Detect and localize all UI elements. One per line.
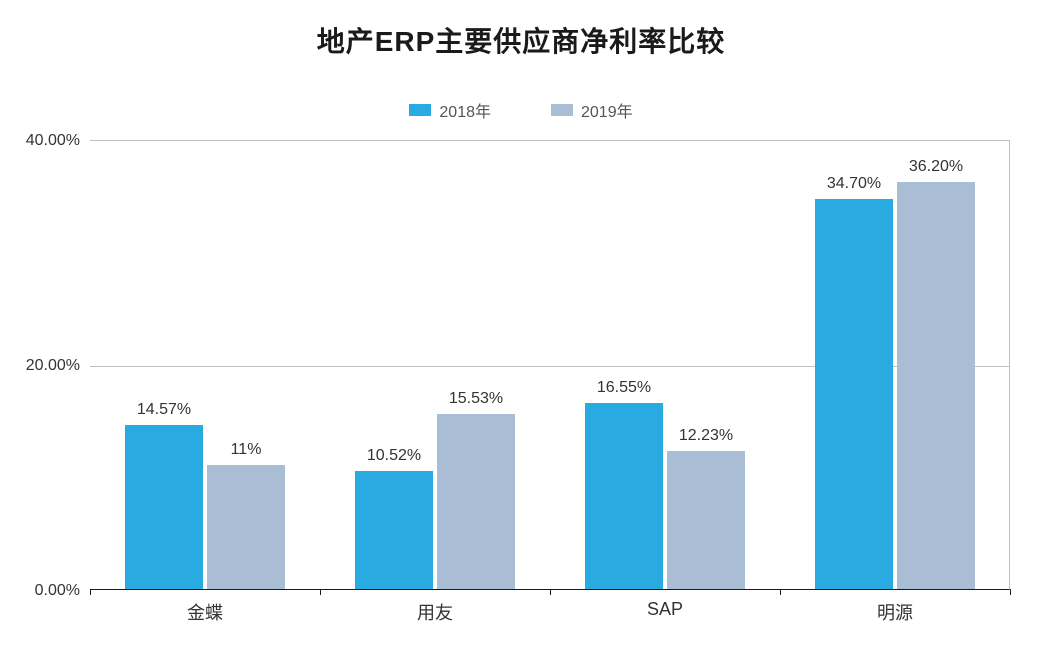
x-tick-mark <box>90 589 91 595</box>
x-tick-mark <box>320 589 321 595</box>
x-tick-mark <box>1010 589 1011 595</box>
bar <box>815 199 893 589</box>
bar-value-label: 34.70% <box>794 175 914 193</box>
bar-value-label: 15.53% <box>416 390 536 408</box>
legend-item-2019: 2019年 <box>551 98 633 122</box>
legend-label-2019: 2019年 <box>581 98 633 122</box>
x-axis-label: SAP <box>647 589 683 620</box>
x-axis-label: 明源 <box>877 589 913 625</box>
x-tick-mark <box>550 589 551 595</box>
bar <box>355 471 433 589</box>
bar <box>207 465 285 589</box>
x-axis-label: 金蝶 <box>187 589 223 625</box>
chart-title: 地产ERP主要供应商净利率比较 <box>0 20 1042 60</box>
legend-swatch-2018 <box>409 104 431 116</box>
x-tick-mark <box>780 589 781 595</box>
bar-value-label: 10.52% <box>334 447 454 465</box>
bar <box>437 414 515 589</box>
bar <box>667 451 745 589</box>
bar-value-label: 14.57% <box>104 401 224 419</box>
y-axis-label: 0.00% <box>35 582 90 600</box>
chart-legend: 2018年 2019年 <box>0 98 1042 122</box>
legend-item-2018: 2018年 <box>409 98 491 122</box>
y-axis-label: 40.00% <box>26 132 90 150</box>
legend-label-2018: 2018年 <box>439 98 491 122</box>
x-axis-label: 用友 <box>417 589 453 625</box>
bar-value-label: 16.55% <box>564 379 684 397</box>
legend-swatch-2019 <box>551 104 573 116</box>
y-axis-label: 20.00% <box>26 357 90 375</box>
plot-area: 0.00%20.00%40.00%金蝶14.57%11%用友10.52%15.5… <box>90 140 1010 590</box>
chart-container: 地产ERP主要供应商净利率比较 2018年 2019年 0.00% 20.00% 4… <box>0 0 1042 660</box>
bar-value-label: 12.23% <box>646 427 766 445</box>
bar-value-label: 11% <box>186 441 306 459</box>
bar <box>897 182 975 589</box>
bar-value-label: 36.20% <box>876 158 996 176</box>
